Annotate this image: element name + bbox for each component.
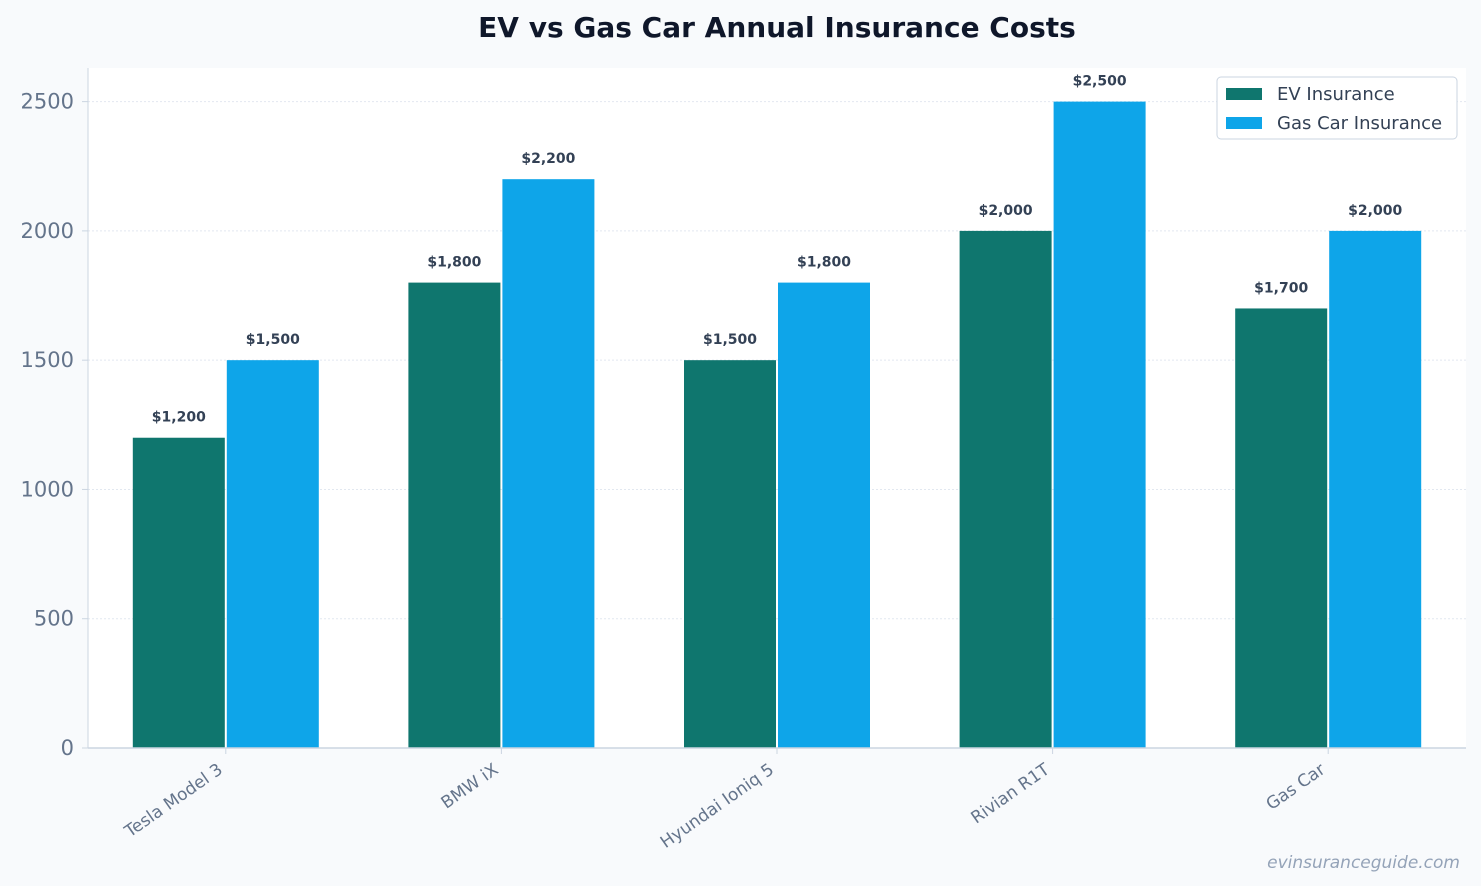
x-tick-label: Tesla Model 3 bbox=[120, 760, 226, 843]
chart-title: EV vs Gas Car Annual Insurance Costs bbox=[478, 11, 1076, 44]
legend-box bbox=[1216, 76, 1458, 140]
x-tick-label: Hyundai Ioniq 5 bbox=[657, 760, 778, 853]
y-tick-label: 0 bbox=[61, 736, 74, 760]
legend: EV Insurance Gas Car Insurance bbox=[1216, 76, 1458, 140]
value-label: $1,500 bbox=[246, 332, 300, 348]
x-tick-label: BMW iX bbox=[438, 760, 503, 814]
y-tick-label: 1500 bbox=[21, 348, 74, 372]
bar-gas bbox=[1053, 101, 1146, 748]
y-axis-ticks: 0 500 1000 1500 2000 2500 bbox=[21, 90, 88, 760]
value-label: $2,500 bbox=[1073, 74, 1127, 90]
bar-ev bbox=[408, 282, 501, 748]
y-tick-label: 1000 bbox=[21, 477, 74, 501]
bar-gas bbox=[1329, 230, 1422, 748]
legend-swatch bbox=[1226, 117, 1262, 129]
value-label: $1,200 bbox=[152, 410, 206, 426]
legend-label: EV Insurance bbox=[1277, 84, 1395, 105]
value-label: $1,800 bbox=[797, 255, 851, 271]
legend-swatch bbox=[1226, 88, 1262, 100]
legend-label: Gas Car Insurance bbox=[1277, 113, 1442, 134]
bars-group bbox=[132, 101, 1422, 748]
x-tick-label: Gas Car bbox=[1263, 760, 1329, 815]
value-label: $2,200 bbox=[521, 151, 575, 167]
value-label: $1,500 bbox=[703, 332, 757, 348]
value-label: $1,700 bbox=[1254, 280, 1308, 296]
bar-ev bbox=[132, 437, 225, 748]
bar-gas bbox=[502, 179, 595, 748]
value-labels: $1,200 $1,500 $1,800 $2,200 $1,500 $1,800 $2,0… bbox=[152, 74, 1403, 426]
y-tick-label: 500 bbox=[34, 607, 74, 631]
watermark: evinsuranceguide.com bbox=[1267, 853, 1460, 873]
x-axis-ticks: Tesla Model 3 BMW iX Hyundai Ioniq 5 Rivian… bbox=[120, 748, 1329, 853]
bar-ev bbox=[959, 230, 1052, 748]
bar-ev bbox=[1235, 308, 1328, 748]
value-label: $2,000 bbox=[979, 203, 1033, 219]
value-label: $1,800 bbox=[427, 255, 481, 271]
bar-ev bbox=[684, 360, 776, 748]
y-tick-label: 2500 bbox=[21, 90, 74, 114]
y-tick-label: 2000 bbox=[21, 219, 74, 243]
bar-gas bbox=[226, 360, 319, 748]
x-tick-label: Rivian R1T bbox=[968, 759, 1054, 828]
value-label: $2,000 bbox=[1348, 203, 1402, 219]
bar-gas bbox=[778, 282, 870, 748]
